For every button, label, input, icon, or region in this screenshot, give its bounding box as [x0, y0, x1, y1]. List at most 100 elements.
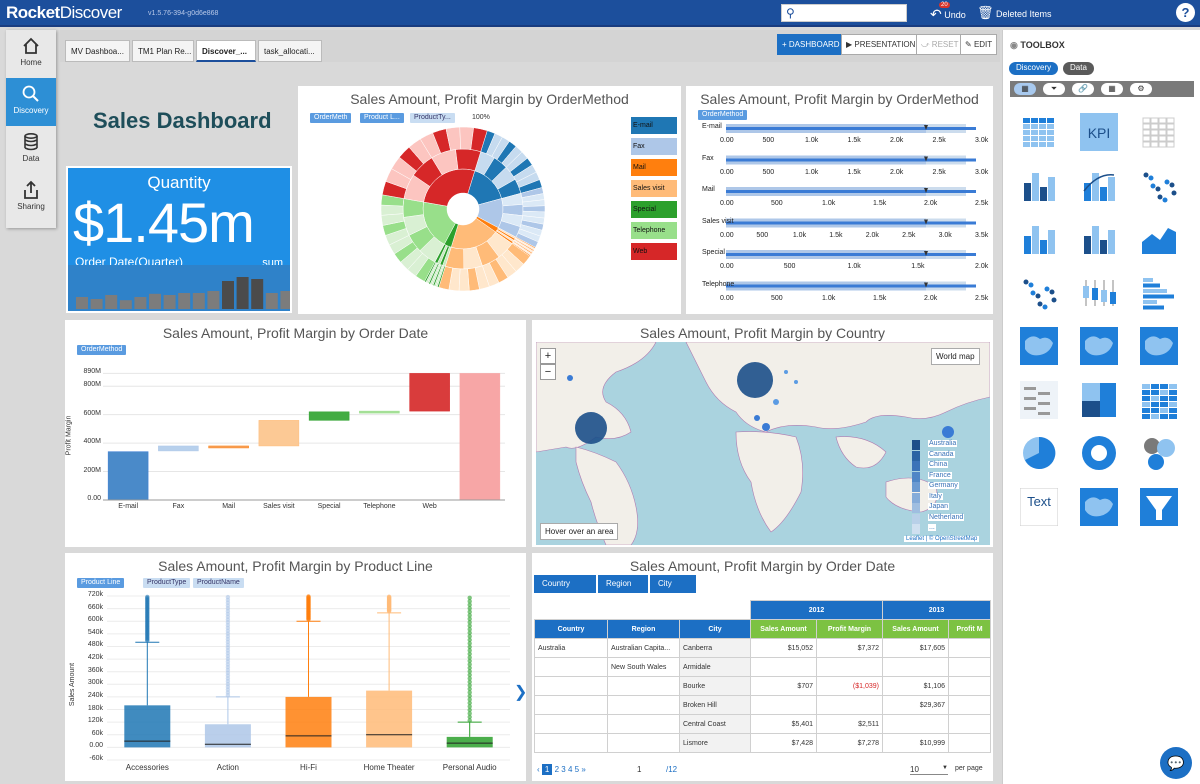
- waterfall-panel[interactable]: Sales Amount, Profit Margin by Order Dat…: [65, 320, 526, 547]
- stacked-bar-icon[interactable]: [1020, 220, 1058, 258]
- map-panel[interactable]: Sales Amount, Profit Margin by Country +…: [532, 320, 993, 547]
- outlier-point[interactable]: [467, 672, 472, 678]
- box[interactable]: [366, 690, 413, 748]
- bullet-marker[interactable]: [924, 156, 928, 162]
- toolbox-tab-discovery[interactable]: Discovery: [1009, 62, 1059, 75]
- outlier-point[interactable]: [225, 594, 231, 600]
- per-page-select[interactable]: 10 ▼: [910, 765, 948, 775]
- outlier-point[interactable]: [467, 630, 472, 636]
- sunburst-chart[interactable]: [378, 124, 548, 294]
- zoom-out-button[interactable]: −: [540, 364, 556, 380]
- next-arrow-icon[interactable]: ❯: [514, 684, 528, 701]
- bullet-measure[interactable]: [726, 127, 976, 130]
- outlier-point[interactable]: [467, 637, 472, 643]
- sunburst-segment[interactable]: [380, 204, 404, 216]
- pivot-widget-icon[interactable]: [1140, 113, 1178, 151]
- tab-discover[interactable]: Discover_...: [196, 40, 256, 62]
- waterfall-bar[interactable]: [107, 451, 149, 501]
- outlier-point[interactable]: [467, 693, 472, 699]
- bullet-marker[interactable]: [924, 125, 928, 130]
- kpi-widget-icon[interactable]: KPI: [1080, 113, 1118, 151]
- outlier-point[interactable]: [467, 599, 472, 604]
- table-row[interactable]: New South Wales Armidale: [534, 657, 991, 677]
- point-map-icon[interactable]: [1080, 327, 1118, 365]
- map-bubble[interactable]: [784, 370, 788, 374]
- deleted-items-button[interactable]: 🗑 Deleted Items: [977, 5, 1052, 21]
- undo-button[interactable]: ↶ 20 Undo: [930, 2, 966, 22]
- tab-tm1-plan[interactable]: TM1 Plan Re...: [132, 40, 194, 62]
- link-icon[interactable]: 🔗: [1072, 83, 1094, 95]
- table-row[interactable]: Broken Hill $29,367: [534, 695, 991, 715]
- kpi-widget[interactable]: Quantity $1.45m Order Date(Quarter) sum: [66, 166, 293, 313]
- outlier-point[interactable]: [467, 655, 472, 660]
- page-1[interactable]: 1: [541, 764, 553, 775]
- prev-page-icon[interactable]: ‹: [537, 765, 540, 774]
- ordermethod-chip[interactable]: OrderMethod: [698, 110, 748, 120]
- edit-button[interactable]: ✎ EDIT: [960, 34, 998, 55]
- presentation-button[interactable]: ▶ PRESENTATION: [841, 34, 921, 55]
- area-chart-icon[interactable]: [1140, 220, 1178, 258]
- help-button[interactable]: ?: [1176, 3, 1195, 22]
- outlier-point[interactable]: [467, 609, 472, 615]
- dashboard-button[interactable]: + DASHBOARD: [777, 34, 845, 55]
- waterfall-chart[interactable]: [65, 320, 526, 547]
- sunburst-segment[interactable]: [458, 268, 470, 292]
- page-3[interactable]: 3: [561, 765, 566, 774]
- bullet-measure[interactable]: [726, 190, 976, 193]
- breadcrumb-ordermethod[interactable]: OrderMeth: [310, 113, 352, 123]
- box-plot-icon[interactable]: [1080, 274, 1118, 312]
- map-attribution[interactable]: Leaflet | © OpenStreetMap: [904, 536, 980, 542]
- dot-plot-icon[interactable]: [1020, 274, 1058, 312]
- col-header-region[interactable]: Region: [607, 619, 680, 639]
- outlier-point[interactable]: [467, 613, 472, 618]
- table-row[interactable]: Australia Australian Capita... Canberra $15…: [534, 638, 991, 658]
- map-bubble[interactable]: [762, 423, 770, 431]
- nav-home[interactable]: Home: [6, 30, 56, 78]
- bullet-marker[interactable]: [924, 282, 928, 288]
- toolbox-tab-data[interactable]: Data: [1063, 62, 1094, 75]
- gear-icon[interactable]: ⚙: [1130, 83, 1152, 95]
- funnel-icon[interactable]: [1140, 487, 1178, 526]
- outlier-point[interactable]: [467, 704, 472, 709]
- map-bubble[interactable]: [567, 375, 573, 381]
- outlier-point[interactable]: [467, 634, 472, 639]
- table-row[interactable]: Central Coast $5,401 $2,511: [534, 714, 991, 734]
- legend-item[interactable]: Telephone: [630, 221, 678, 240]
- map-bubble[interactable]: [773, 399, 779, 405]
- legend-item[interactable]: Fax: [630, 137, 678, 156]
- outlier-point[interactable]: [467, 669, 472, 674]
- box[interactable]: [285, 696, 332, 748]
- app-logo[interactable]: RocketDiscover: [6, 3, 122, 23]
- outlier-point[interactable]: [467, 641, 472, 646]
- map-bubble[interactable]: [794, 380, 798, 384]
- breadcrumb-country[interactable]: Country: [534, 575, 596, 593]
- breadcrumb-productline[interactable]: Product L...: [360, 113, 404, 123]
- horizontal-bar-icon[interactable]: [1140, 274, 1178, 312]
- world-map[interactable]: [536, 342, 990, 545]
- map-bubble[interactable]: [575, 412, 607, 444]
- outlier-point[interactable]: [467, 662, 472, 667]
- outlier-point[interactable]: [467, 623, 472, 629]
- map-bubble[interactable]: [942, 426, 954, 438]
- breadcrumb-region[interactable]: Region: [598, 575, 648, 593]
- waterfall-bar[interactable]: [459, 373, 501, 501]
- outlier-point[interactable]: [386, 594, 392, 599]
- box[interactable]: [124, 705, 171, 748]
- legend-item[interactable]: Web: [630, 242, 678, 261]
- zoom-in-button[interactable]: +: [540, 348, 556, 364]
- chart-icon[interactable]: ▦: [1014, 83, 1036, 95]
- table-row[interactable]: Lismore $7,428 $7,278 $10,999: [534, 733, 991, 753]
- page-5[interactable]: 5: [574, 765, 580, 774]
- grid-icon[interactable]: ▦: [1101, 83, 1123, 95]
- bullet-marker[interactable]: [924, 219, 928, 225]
- outlier-point[interactable]: [467, 606, 472, 611]
- sunburst-panel[interactable]: Sales Amount, Profit Margin by OrderMeth…: [298, 86, 681, 314]
- outlier-point[interactable]: [467, 697, 472, 702]
- waterfall-bar[interactable]: [208, 445, 249, 449]
- outlier-point[interactable]: [467, 700, 472, 706]
- table-widget-icon[interactable]: [1020, 113, 1058, 151]
- bullet-chart[interactable]: [686, 86, 993, 314]
- legend-item[interactable]: Sales visit: [630, 179, 678, 198]
- outlier-point[interactable]: [467, 686, 472, 692]
- outlier-point[interactable]: [467, 714, 472, 720]
